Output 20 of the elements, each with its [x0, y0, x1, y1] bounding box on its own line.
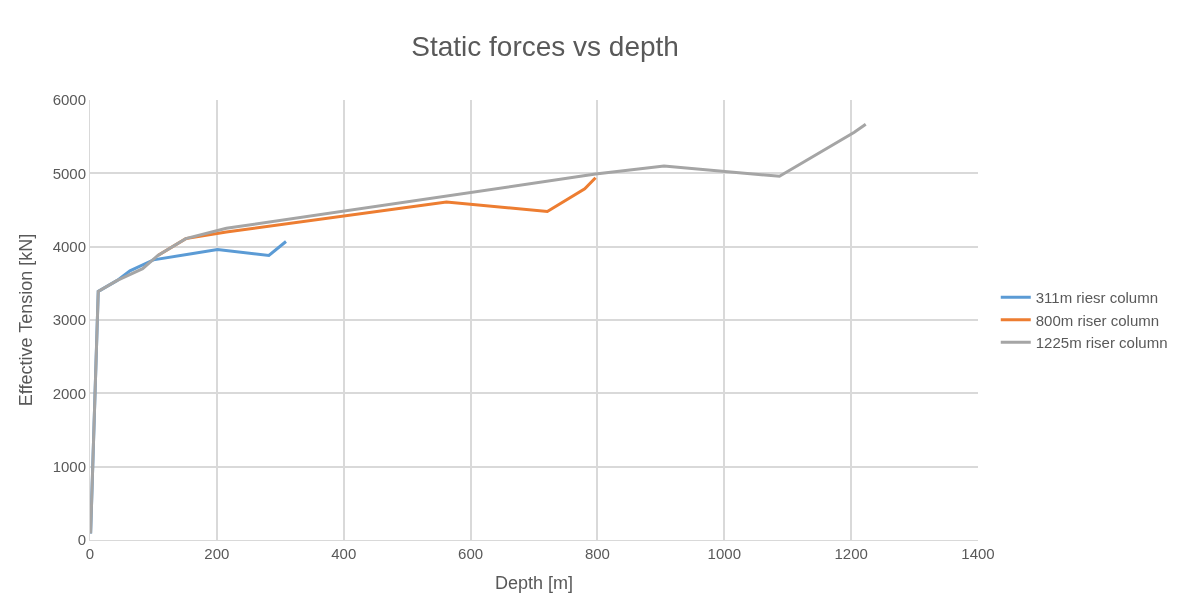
y-tick-label: 3000 — [52, 311, 86, 329]
y-tick-label: 5000 — [52, 164, 86, 182]
y-tick-label: 2000 — [52, 384, 86, 402]
y-tick-label: 1000 — [52, 457, 86, 475]
x-tick-label: 400 — [331, 545, 357, 562]
x-tick-label: 200 — [204, 545, 230, 562]
y-tick-label: 4000 — [52, 237, 86, 255]
chart-title: Static forces vs depth — [411, 31, 679, 63]
x-tick-label: 1200 — [834, 545, 868, 562]
x-tick-label: 800 — [584, 545, 610, 562]
x-tick-label: 600 — [458, 545, 484, 562]
legend-label: 1225m riser column — [1035, 334, 1168, 352]
legend-label: 311m riesr column — [1035, 289, 1159, 307]
y-axis-title: Effective Tension [kN] — [15, 233, 36, 407]
legend-label: 800m riser column — [1035, 311, 1160, 329]
x-tick-label: 1000 — [707, 545, 741, 562]
x-axis-title: Depth [m] — [494, 573, 574, 594]
y-tick-label: 0 — [77, 531, 86, 549]
y-tick-label: 6000 — [52, 91, 86, 109]
x-tick-label: 1400 — [961, 545, 995, 562]
